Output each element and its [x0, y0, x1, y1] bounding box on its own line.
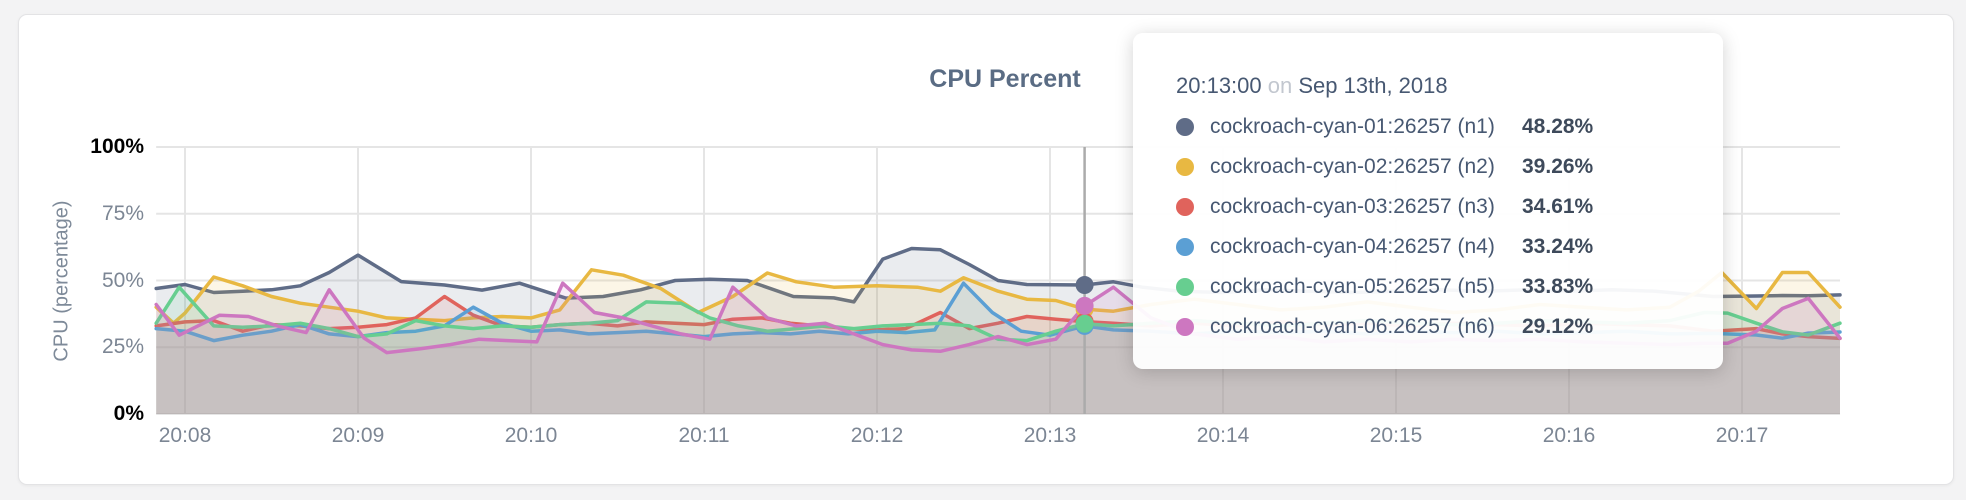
hover-dot-n1 [1075, 276, 1094, 295]
legend-node-label: cockroach-cyan-06:26257 (n6) [1210, 315, 1495, 338]
legend-node-value: 39.26% [1522, 155, 1594, 178]
tooltip-legend: cockroach-cyan-01:26257 (n1) 48.28% cockro… [1176, 107, 1723, 347]
x-tick-20:11: 20:11 [678, 424, 730, 447]
y-tick-0%: 0% [113, 402, 144, 425]
x-tick-20:08: 20:08 [158, 424, 212, 447]
tooltip-conjunction: on [1267, 73, 1293, 98]
x-tick-20:09: 20:09 [331, 424, 385, 447]
legend-node-label: cockroach-cyan-05:26257 (n5) [1210, 275, 1495, 298]
chart-title: CPU Percent [929, 65, 1081, 93]
tooltip-row-n5: cockroach-cyan-05:26257 (n5) 33.83% [1176, 267, 1723, 307]
tooltip-row-n6: cockroach-cyan-06:26257 (n6) 29.12% [1176, 307, 1723, 347]
tooltip-row-n1: cockroach-cyan-01:26257 (n1) 48.28% [1176, 107, 1723, 147]
legend-node-value: 33.83% [1522, 275, 1594, 298]
legend-dot-icon [1176, 118, 1194, 136]
tooltip-timestamp: 20:13:00 on Sep 13th, 2018 [1176, 73, 1723, 99]
series-area-n2 [156, 269, 1841, 414]
legend-node-label: cockroach-cyan-03:26257 (n3) [1210, 195, 1495, 218]
hover-dot-n5 [1075, 314, 1094, 333]
series-area-n5 [156, 287, 1841, 414]
tooltip-row-n3: cockroach-cyan-03:26257 (n3) 34.61% [1176, 187, 1723, 227]
series-area-n4 [156, 283, 1841, 414]
legend-node-value: 33.24% [1522, 235, 1594, 258]
tooltip-row-n2: cockroach-cyan-02:26257 (n2) 39.26% [1176, 147, 1723, 187]
tooltip-date: Sep 13th, 2018 [1298, 73, 1448, 98]
legend-dot-icon [1176, 318, 1194, 336]
hover-dot-n6 [1075, 296, 1094, 315]
tooltip-time: 20:13:00 [1176, 73, 1262, 98]
y-tick-100%: 100% [90, 135, 144, 158]
legend-dot-icon [1176, 198, 1194, 216]
x-tick-20:13: 20:13 [1023, 424, 1077, 447]
hover-tooltip: 20:13:00 on Sep 13th, 2018 cockroach-cya… [1133, 33, 1723, 369]
legend-dot-icon [1176, 158, 1194, 176]
legend-dot-icon [1176, 238, 1194, 256]
y-tick-25%: 25% [101, 335, 144, 359]
series-area-n1 [156, 248, 1841, 414]
x-tick-20:12: 20:12 [850, 424, 904, 447]
series-area-n6 [156, 283, 1841, 414]
x-tick-20:16: 20:16 [1542, 424, 1596, 447]
legend-node-value: 48.28% [1522, 115, 1594, 138]
x-tick-20:14: 20:14 [1196, 424, 1250, 447]
legend-node-label: cockroach-cyan-01:26257 (n1) [1210, 115, 1495, 138]
y-tick-75%: 75% [101, 201, 144, 225]
tooltip-row-n4: cockroach-cyan-04:26257 (n4) 33.24% [1176, 227, 1723, 267]
legend-node-label: cockroach-cyan-04:26257 (n4) [1210, 235, 1495, 258]
x-tick-20:10: 20:10 [504, 424, 558, 447]
x-tick-20:17: 20:17 [1715, 424, 1769, 447]
legend-node-value: 34.61% [1522, 195, 1594, 218]
legend-node-value: 29.12% [1522, 315, 1594, 338]
legend-dot-icon [1176, 278, 1194, 296]
legend-node-label: cockroach-cyan-02:26257 (n2) [1210, 155, 1495, 178]
y-tick-50%: 50% [101, 268, 144, 292]
x-tick-20:15: 20:15 [1369, 424, 1423, 447]
